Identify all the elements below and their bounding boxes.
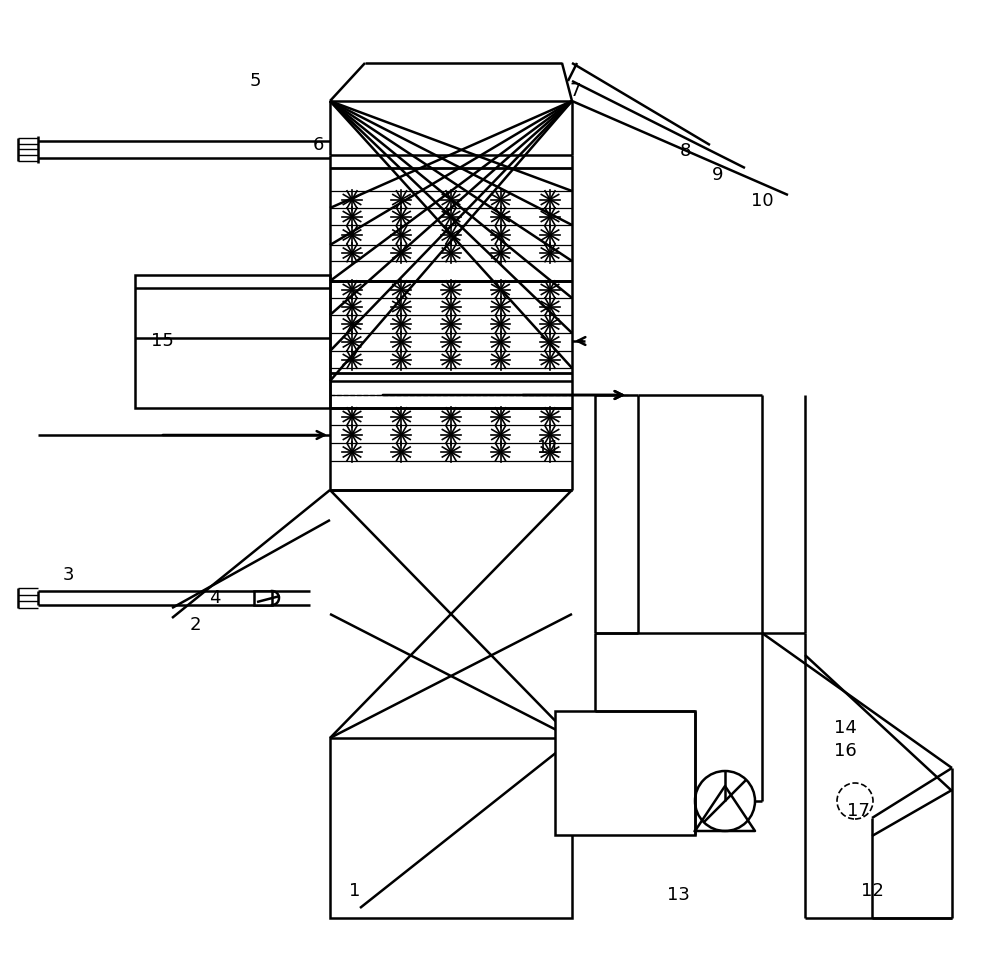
Text: 4: 4	[209, 589, 220, 607]
Text: 12: 12	[861, 882, 884, 900]
Text: 14: 14	[834, 719, 857, 737]
Text: 11: 11	[537, 439, 559, 457]
Text: 2: 2	[189, 616, 200, 634]
Bar	[135, 275, 330, 408]
Text: 13: 13	[666, 886, 689, 904]
Text: 8: 8	[679, 142, 690, 160]
Circle shape	[837, 783, 873, 819]
Text: 17: 17	[847, 802, 870, 820]
Bar	[330, 738, 572, 918]
Bar	[254, 591, 272, 605]
Text: 3: 3	[62, 566, 74, 584]
Text: 6: 6	[313, 136, 324, 154]
Bar	[555, 711, 695, 835]
Text: 1: 1	[350, 882, 361, 900]
Text: 5: 5	[249, 72, 261, 90]
Text: 10: 10	[750, 192, 774, 210]
Text: 15: 15	[150, 332, 173, 350]
Text: 16: 16	[834, 742, 857, 760]
Text: 9: 9	[712, 166, 723, 184]
Text: 7: 7	[569, 82, 581, 100]
